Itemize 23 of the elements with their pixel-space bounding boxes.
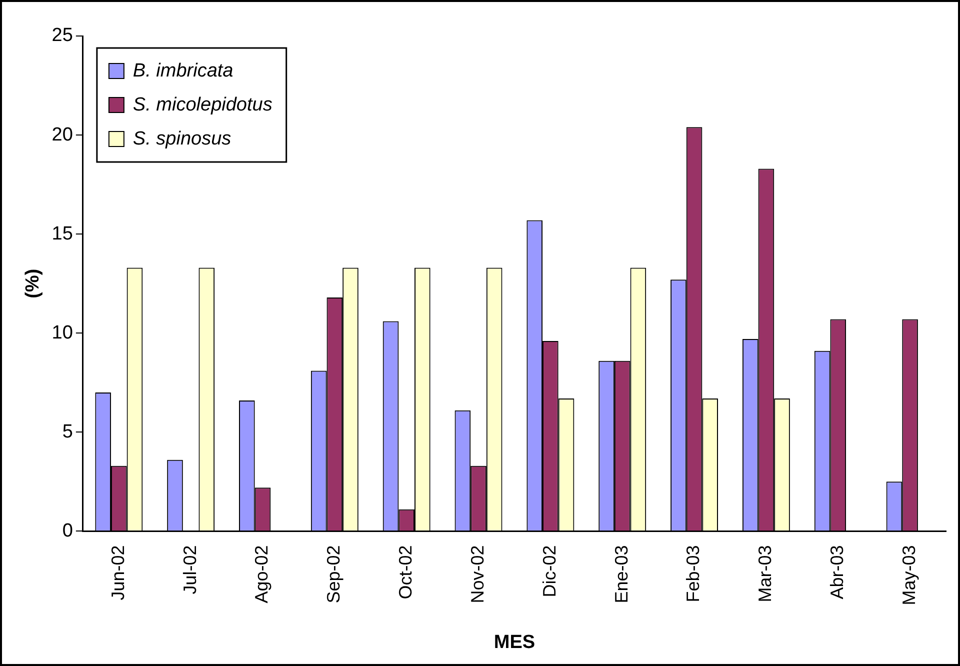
y-tick-label: 5: [62, 421, 73, 442]
x-tick-label: Abr-03: [827, 545, 848, 600]
y-axis-title: (%): [22, 268, 44, 298]
x-tick-label: Jul-02: [180, 545, 200, 594]
x-tick-label: Ago-02: [252, 545, 272, 604]
x-tick-label: May-03: [899, 545, 920, 606]
x-tick-label: Nov-02: [467, 545, 488, 604]
x-tick-label: Mar-03: [755, 545, 776, 602]
x-tick-label: Ene-03: [611, 545, 632, 604]
y-tick-label: 15: [52, 223, 73, 244]
y-tick-label: 10: [52, 322, 73, 344]
legend-label: B. imbricata: [132, 60, 234, 82]
y-tick-label: 0: [62, 520, 73, 542]
y-tick-label: 20: [52, 124, 73, 146]
y-tick-label: 25: [52, 25, 73, 46]
x-tick-label: Feb-03: [683, 545, 704, 602]
x-tick-label: Oct-02: [396, 545, 416, 600]
x-axis-title: MES: [494, 632, 536, 653]
x-tick-label: Sep-02: [324, 545, 344, 604]
legend-label: S. spinosus: [132, 128, 232, 150]
x-tick-label: Dic-02: [539, 545, 560, 598]
legend-label: S. micolepidotus: [132, 94, 273, 116]
x-tick-label: Jun-02: [108, 545, 128, 600]
